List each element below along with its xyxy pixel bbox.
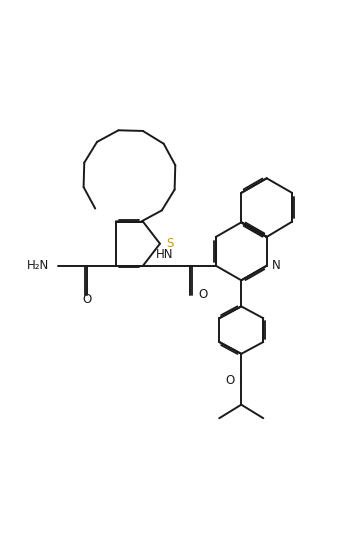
Text: O: O — [198, 288, 207, 301]
Text: HN: HN — [156, 249, 174, 261]
Text: S: S — [166, 237, 174, 250]
Text: O: O — [225, 374, 235, 387]
Text: H₂N: H₂N — [26, 259, 49, 272]
Text: O: O — [83, 293, 92, 306]
Text: N: N — [271, 259, 280, 272]
